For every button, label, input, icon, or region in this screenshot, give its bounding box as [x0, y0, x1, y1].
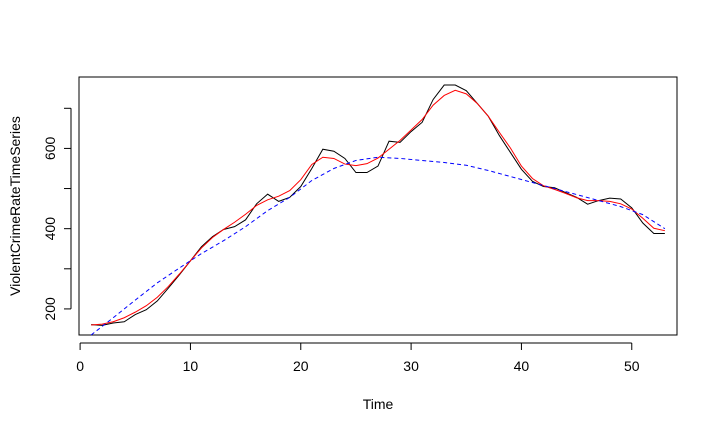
y-axis-title: ViolentCrimeRateTimeSeries — [7, 116, 23, 296]
series-line-1 — [91, 84, 665, 326]
x-axis: 0 10 20 30 40 50 — [76, 342, 640, 374]
x-tick-label: 0 — [76, 358, 84, 374]
plot-box — [78, 76, 678, 336]
x-tick-label: 50 — [624, 358, 640, 374]
series-line-3 — [90, 156, 666, 336]
x-tick-label: 40 — [514, 358, 530, 374]
x-axis-title: Time — [363, 396, 394, 412]
x-tick-label: 30 — [403, 358, 419, 374]
y-axis: 200 400 600 — [42, 107, 72, 321]
y-tick-label: 400 — [42, 217, 58, 241]
x-tick-label: 10 — [183, 358, 199, 374]
y-tick-label: 600 — [42, 137, 58, 161]
y-tick-label: 200 — [42, 297, 58, 321]
x-tick-label: 20 — [293, 358, 309, 374]
series-line-2 — [91, 89, 665, 326]
series-layer — [90, 84, 666, 336]
